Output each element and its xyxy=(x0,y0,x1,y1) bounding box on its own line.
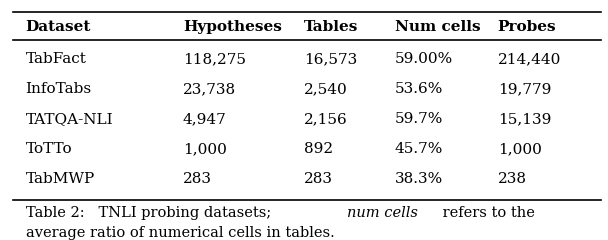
Text: refers to the: refers to the xyxy=(438,206,534,220)
Text: 283: 283 xyxy=(304,172,333,186)
Text: 23,738: 23,738 xyxy=(183,82,236,96)
Text: 214,440: 214,440 xyxy=(498,52,561,66)
Text: 1,000: 1,000 xyxy=(498,142,542,156)
Text: 892: 892 xyxy=(304,142,333,156)
Text: Dataset: Dataset xyxy=(26,20,91,34)
Text: Probes: Probes xyxy=(498,20,556,34)
Text: ToTTo: ToTTo xyxy=(26,142,72,156)
Text: 118,275: 118,275 xyxy=(183,52,246,66)
Text: 1,000: 1,000 xyxy=(183,142,227,156)
Text: Table 2:   TNLI probing datasets;: Table 2: TNLI probing datasets; xyxy=(26,206,275,220)
Text: TATQA-NLI: TATQA-NLI xyxy=(26,112,113,126)
Text: 59.7%: 59.7% xyxy=(395,112,443,126)
Text: 45.7%: 45.7% xyxy=(395,142,443,156)
Text: Tables: Tables xyxy=(304,20,358,34)
Text: 283: 283 xyxy=(183,172,212,186)
Text: 53.6%: 53.6% xyxy=(395,82,443,96)
Text: Num cells: Num cells xyxy=(395,20,480,34)
Text: 59.00%: 59.00% xyxy=(395,52,453,66)
Text: 15,139: 15,139 xyxy=(498,112,551,126)
Text: 238: 238 xyxy=(498,172,527,186)
Text: InfoTabs: InfoTabs xyxy=(26,82,92,96)
Text: average ratio of numerical cells in tables.: average ratio of numerical cells in tabl… xyxy=(26,226,334,240)
Text: TabFact: TabFact xyxy=(26,52,86,66)
Text: 4,947: 4,947 xyxy=(183,112,227,126)
Text: num cells: num cells xyxy=(347,206,418,220)
Text: 16,573: 16,573 xyxy=(304,52,358,66)
Text: 2,540: 2,540 xyxy=(304,82,348,96)
Text: 38.3%: 38.3% xyxy=(395,172,443,186)
Text: 19,779: 19,779 xyxy=(498,82,551,96)
Text: TabMWP: TabMWP xyxy=(26,172,95,186)
Text: Hypotheses: Hypotheses xyxy=(183,20,282,34)
Text: 2,156: 2,156 xyxy=(304,112,348,126)
